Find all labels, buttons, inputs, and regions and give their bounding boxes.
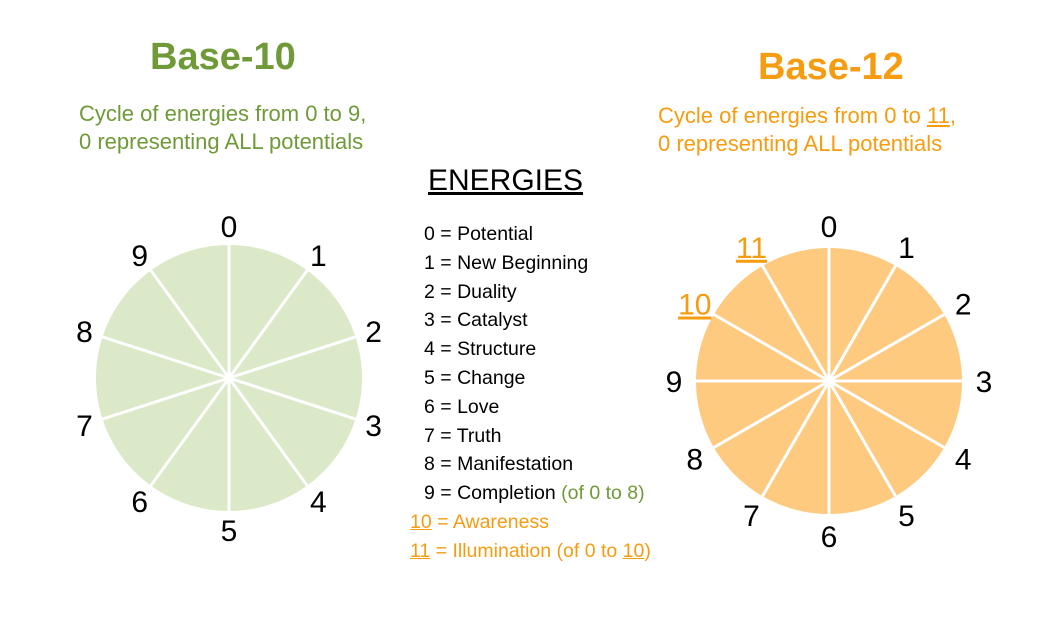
base12-label: 8: [686, 444, 703, 477]
energy-text: 1: [424, 251, 435, 274]
energy-item: 9 = Completion (of 0 to 8): [410, 479, 651, 508]
energy-text: 0: [424, 223, 435, 245]
base12-label: 7: [743, 500, 760, 533]
base12-spoke: [761, 265, 831, 382]
energy-text: 7: [424, 424, 435, 447]
energy-item: 3 = Catalyst: [410, 306, 651, 335]
base10-label: 2: [365, 316, 382, 349]
base10-label: 9: [131, 240, 148, 273]
energy-item: 4 = Structure: [410, 335, 651, 364]
base10-spoke: [102, 335, 230, 380]
energy-item: 0 = Potential: [410, 220, 651, 249]
base12-label: 2: [955, 289, 972, 322]
base10-subtitle: Cycle of energies from 0 to 9, 0 represe…: [79, 100, 366, 156]
base10-label: 8: [76, 316, 93, 349]
base12-spoke: [713, 313, 830, 383]
energy-item: 10 = Awareness: [410, 508, 651, 537]
energy-text: = Love: [434, 395, 500, 418]
base10-spoke: [227, 377, 309, 487]
energy-list: 0 = Potential 1 = New Beginning 2 = Dualit…: [410, 220, 651, 566]
base12-spoke: [827, 380, 897, 497]
text: 11: [927, 103, 950, 128]
energy-text: = Duality: [434, 280, 517, 303]
energy-item: 8 = Manifestation: [410, 450, 651, 479]
base10-label: 1: [310, 240, 327, 273]
base10-spoke: [228, 376, 356, 421]
energy-text: 10: [622, 539, 645, 562]
energy-item: 6 = Love: [410, 393, 651, 422]
text: Cycle of energies from 0 to: [658, 103, 928, 128]
energy-text: = Completion: [434, 482, 562, 505]
base10-spoke: [149, 269, 231, 379]
energy-text: = Manifestation: [434, 453, 574, 476]
base10-spoke: [228, 335, 356, 380]
energy-text: 3: [424, 309, 435, 332]
base12-label: 0: [821, 211, 838, 244]
base12-title: Base-12: [758, 46, 904, 88]
base10-subtitle-line2: 0 representing ALL potentials: [79, 129, 364, 154]
base12-label: 10: [678, 289, 711, 322]
text: ,: [949, 103, 956, 128]
base10-label: 4: [310, 486, 327, 519]
base12-spoke: [713, 379, 830, 449]
energy-text: 9: [424, 482, 435, 505]
energy-text: 6: [424, 395, 435, 418]
base10-label: 6: [131, 486, 148, 519]
energy-text: 8: [424, 453, 435, 476]
base12-label: 6: [821, 521, 838, 554]
base12-subtitle-line2: 0 representing ALL potentials: [658, 131, 943, 156]
base10-label: 3: [365, 410, 382, 443]
energy-text: (of 0 to 8): [561, 482, 645, 505]
energy-text: = Catalyst: [434, 309, 528, 332]
base12-label: 9: [666, 366, 683, 399]
base10-spoke: [227, 269, 309, 379]
base12-subtitle-line1: Cycle of energies from 0 to 11,: [658, 102, 956, 130]
energy-item: 1 = New Beginning: [410, 249, 651, 278]
energy-text: = Illumination (of 0 to: [430, 539, 623, 562]
base12-spoke: [828, 313, 945, 383]
base12-label: 4: [955, 444, 972, 477]
energies-title: ENERGIES: [428, 164, 584, 197]
energy-text: 4: [424, 338, 435, 361]
base10-label: 5: [221, 515, 238, 548]
base10-label: 7: [76, 410, 93, 443]
energy-text: = Change: [434, 366, 526, 389]
base10-spoke: [102, 376, 230, 421]
energy-text: = Structure: [434, 338, 537, 361]
energy-text: = Truth: [434, 424, 502, 447]
energy-text: ): [644, 539, 651, 562]
base10-spoke: [149, 377, 231, 487]
base10-subtitle-line1: Cycle of energies from 0 to 9,: [79, 101, 367, 126]
base12-subtitle: Cycle of energies from 0 to 11, 0 repres…: [658, 102, 956, 158]
energy-item: 7 = Truth: [410, 422, 651, 451]
base12-label: 3: [976, 366, 993, 399]
energy-item: 2 = Duality: [410, 278, 651, 307]
base12-label: 1: [898, 232, 915, 265]
energy-text: = Potential: [434, 223, 533, 245]
base12-spoke: [827, 265, 897, 382]
base10-label: 0: [221, 211, 238, 244]
base12-label: 5: [898, 500, 915, 533]
energy-text: 2: [424, 280, 435, 303]
base10-title: Base-10: [150, 36, 296, 78]
energy-text: 11: [410, 539, 431, 562]
energy-item: 11 = Illumination (of 0 to 10): [410, 537, 651, 566]
energy-text: = New Beginning: [434, 251, 589, 274]
energy-item: 5 = Change: [410, 364, 651, 393]
energy-text: = Awareness: [431, 510, 549, 533]
base12-label: 11: [736, 232, 767, 265]
energy-text: 5: [424, 366, 435, 389]
energy-text: 10: [410, 510, 432, 533]
base12-spoke: [828, 379, 945, 449]
base12-spoke: [761, 380, 831, 497]
